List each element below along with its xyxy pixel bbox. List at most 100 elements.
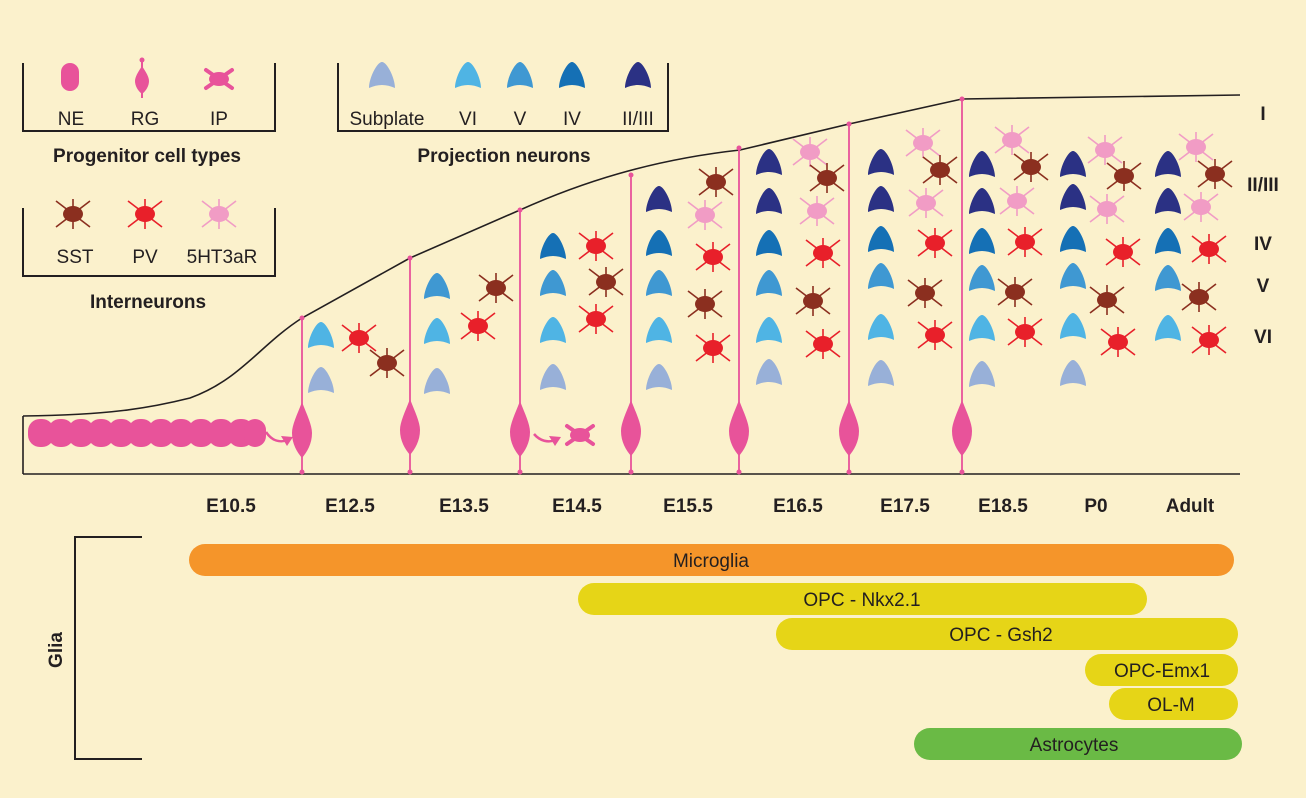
layer-vi-neuron: [646, 317, 672, 343]
layer-ii-iii-neuron: [969, 151, 995, 177]
legend-pv-label: PV: [132, 247, 158, 268]
stage-label: E14.5: [552, 496, 602, 517]
layer-ii-iii-neuron: [868, 186, 894, 212]
pv-interneuron: [1007, 226, 1043, 258]
subplate-neuron: [308, 367, 334, 393]
5ht3ar-interneuron-icon: [201, 198, 237, 230]
legend-v-label: V: [514, 109, 527, 130]
glia-bar-opc-nkx2-1: OPC - Nkx2.1: [578, 583, 1147, 615]
subplate-neuron: [424, 368, 450, 394]
layer-label-v: V: [1257, 276, 1270, 297]
5ht3ar-interneuron: [799, 195, 835, 227]
sst-interneuron: [1197, 158, 1233, 190]
sst-interneuron-icon: [55, 198, 91, 230]
pv-interneuron: [805, 237, 841, 269]
pv-interneuron: [1191, 324, 1227, 356]
layer-ii-iii-neuron: [1155, 188, 1181, 214]
5ht3ar-interneuron: [999, 185, 1035, 217]
layer-iv-neuron-icon: [559, 62, 585, 88]
layer-ii-iii-neuron: [868, 149, 894, 175]
layer-v-neuron: [969, 265, 995, 291]
sst-interneuron: [1181, 281, 1217, 313]
stage-label: E13.5: [439, 496, 489, 517]
pv-interneuron-icon: [127, 198, 163, 230]
glia-bar-label: OL-M: [1147, 695, 1195, 716]
sst-interneuron: [1106, 160, 1142, 192]
subplate-neuron: [540, 364, 566, 390]
radial-glia-cell: [839, 121, 859, 475]
layer-label-ii-iii: II/III: [1247, 175, 1279, 196]
layer-ii-iii-neuron: [1060, 151, 1086, 177]
legend-interneurons-title: Interneurons: [90, 292, 206, 313]
glia-bar-opc-emx1: OPC-Emx1: [1085, 654, 1238, 686]
5ht3ar-interneuron: [792, 136, 828, 168]
stage-label: E17.5: [880, 496, 930, 517]
ne-cell-icon: [61, 63, 79, 91]
sst-interneuron: [698, 166, 734, 198]
layer-ii-iii-neuron: [1155, 151, 1181, 177]
projection-neurons: [308, 149, 1181, 394]
pv-interneuron: [917, 227, 953, 259]
subplate-neuron: [646, 364, 672, 390]
subplate-neuron: [969, 361, 995, 387]
layer-v-neuron: [1155, 265, 1181, 291]
legend-5ht3ar-label: 5HT3aR: [187, 247, 258, 268]
stage-labels: E10.5 E12.5 E13.5 E14.5 E15.5 E16.5 E17.…: [206, 496, 1215, 517]
stage-label: E15.5: [663, 496, 713, 517]
legend-ii-iii-label: II/III: [622, 109, 654, 130]
legend-subplate-label: Subplate: [349, 109, 424, 130]
legend-progenitor: NE RG IP Progenitor cell types: [22, 57, 276, 167]
layer-ii-iii-neuron: [646, 186, 672, 212]
ip-cell-icon: [565, 424, 595, 446]
glia-bar-label: OPC - Nkx2.1: [803, 590, 920, 611]
legend-ne-label: NE: [58, 109, 84, 130]
legend-rg-label: RG: [131, 109, 160, 130]
pv-interneuron: [805, 328, 841, 360]
layer-vi-neuron: [969, 315, 995, 341]
layer-ii-iii-neuron: [756, 188, 782, 214]
layer-labels: I II/III IV V VI: [1247, 104, 1279, 348]
legend-iv-label: IV: [563, 109, 581, 130]
radial-glia-cell: [510, 207, 530, 475]
sst-interneuron: [795, 285, 831, 317]
sst-interneuron: [478, 272, 514, 304]
subplate-neuron: [868, 360, 894, 386]
sst-interneuron: [1089, 284, 1125, 316]
glia-bar-opc-gsh2: OPC - Gsh2: [776, 618, 1238, 650]
sst-interneuron: [997, 276, 1033, 308]
stage-label: E10.5: [206, 496, 256, 517]
glia-bar-astrocytes: Astrocytes: [914, 728, 1242, 760]
neuroepithelium: [28, 419, 266, 447]
radial-glia-cell: [621, 172, 641, 475]
subplate-neuron-icon: [369, 62, 395, 88]
stage-label: E18.5: [978, 496, 1028, 517]
5ht3ar-interneuron: [908, 187, 944, 219]
layer-v-neuron: [1060, 263, 1086, 289]
glia-section: Glia Microglia OPC - Nkx2.1 OPC - Gsh2 O…: [46, 536, 1242, 760]
layer-iv-neuron: [1060, 226, 1086, 252]
layer-vi-neuron: [308, 322, 334, 348]
layer-v-neuron: [424, 273, 450, 299]
radial-glia: [292, 96, 972, 475]
glia-bar-label: Microglia: [673, 551, 749, 572]
pv-interneuron: [1191, 233, 1227, 265]
rg-cell-icon: [135, 57, 149, 98]
pv-interneuron: [1007, 316, 1043, 348]
layer-v-neuron-icon: [507, 62, 533, 88]
layer-ii-iii-neuron-icon: [625, 62, 651, 88]
layer-vi-neuron: [756, 317, 782, 343]
ne-to-rg-arrow-icon: [264, 431, 293, 446]
sst-interneuron: [687, 288, 723, 320]
stage-label: P0: [1084, 496, 1107, 517]
ip-cell-icon: [204, 68, 234, 90]
pv-interneuron: [1100, 326, 1136, 358]
subplate-neuron: [1060, 360, 1086, 386]
layer-v-neuron: [646, 270, 672, 296]
legend-projection: Subplate VI V IV II/III Projection neuro…: [337, 62, 669, 167]
layer-label-i: I: [1260, 104, 1265, 125]
pv-interneuron: [695, 241, 731, 273]
sst-interneuron: [588, 266, 624, 298]
sst-interneuron: [369, 347, 405, 379]
glia-label: Glia: [46, 632, 67, 668]
